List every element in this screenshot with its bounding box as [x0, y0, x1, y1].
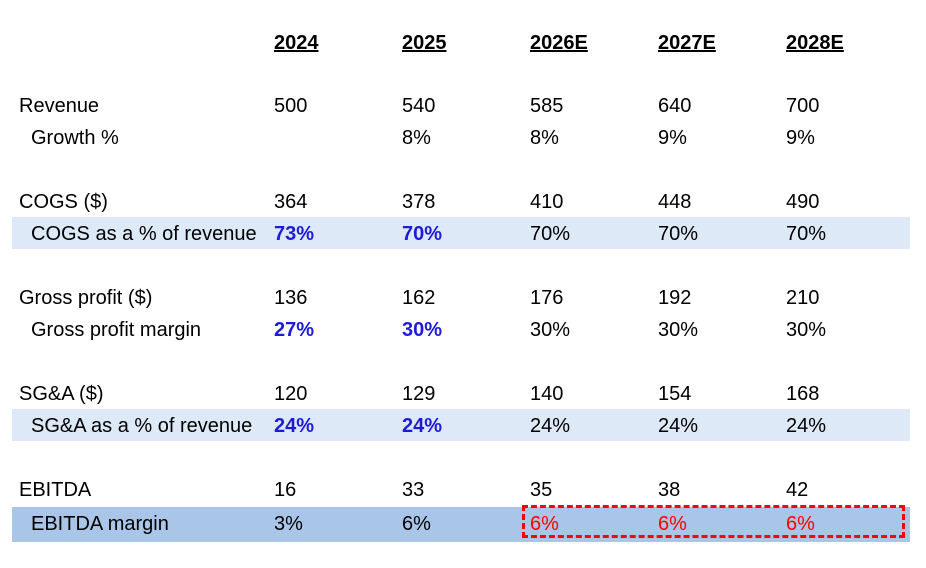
gross-profit-2028e: 210 — [786, 287, 820, 309]
cogs-pct-row-highlight — [12, 217, 910, 249]
cogs-pct-2028e: 70% — [786, 223, 827, 245]
row-label-revenue: Revenue — [19, 95, 100, 117]
growth-2027e: 9% — [658, 127, 687, 149]
ebitda-margin-2025: 6% — [402, 513, 431, 535]
sga-pct-2026e: 24% — [530, 415, 571, 437]
row-label-ebitda-margin: EBITDA margin — [31, 513, 169, 535]
row-label-gross-margin: Gross profit margin — [31, 319, 202, 341]
gross-margin-2025: 30% — [402, 319, 443, 341]
growth-2025: 8% — [402, 127, 431, 149]
row-label-sga-pct: SG&A as a % of revenue — [31, 415, 253, 437]
revenue-2028e: 700 — [786, 95, 820, 117]
sga-pct-2024: 24% — [274, 415, 315, 437]
growth-2028e: 9% — [786, 127, 815, 149]
row-label-ebitda: EBITDA — [19, 479, 92, 501]
projected-margin-flag-box — [522, 505, 905, 538]
header-2026e: 2026E — [530, 32, 588, 54]
gross-profit-2025: 162 — [402, 287, 436, 309]
revenue-2025: 540 — [402, 95, 436, 117]
sga-pct-2027e: 24% — [658, 415, 699, 437]
gross-profit-2027e: 192 — [658, 287, 692, 309]
gross-margin-2028e: 30% — [786, 319, 827, 341]
gross-margin-2026e: 30% — [530, 319, 571, 341]
row-label-sga: SG&A ($) — [19, 383, 104, 405]
sga-2026e: 140 — [530, 383, 564, 405]
row-label-gross-profit: Gross profit ($) — [19, 287, 153, 309]
header-2025: 2025 — [402, 32, 447, 54]
cogs-2025: 378 — [402, 191, 436, 213]
ebitda-margin-2028e: 6% — [786, 513, 815, 535]
cogs-2024: 364 — [274, 191, 308, 213]
ebitda-margin-2024: 3% — [274, 513, 303, 535]
gross-profit-2026e: 176 — [530, 287, 564, 309]
gross-margin-2024: 27% — [274, 319, 315, 341]
header-2028e: 2028E — [786, 32, 844, 54]
cogs-2026e: 410 — [530, 191, 564, 213]
gross-margin-2027e: 30% — [658, 319, 699, 341]
ebitda-2026e: 35 — [530, 479, 553, 501]
cogs-2027e: 448 — [658, 191, 692, 213]
sga-2024: 120 — [274, 383, 308, 405]
sga-pct-2025: 24% — [402, 415, 443, 437]
row-label-cogs-pct: COGS as a % of revenue — [31, 223, 257, 245]
gross-profit-2024: 136 — [274, 287, 308, 309]
ebitda-2028e: 42 — [786, 479, 809, 501]
row-label-growth: Growth % — [31, 127, 119, 149]
revenue-2027e: 640 — [658, 95, 692, 117]
ebitda-2025: 33 — [402, 479, 425, 501]
cogs-pct-2024: 73% — [274, 223, 315, 245]
ebitda-2027e: 38 — [658, 479, 681, 501]
sga-pct-row-highlight — [12, 409, 910, 441]
sga-2028e: 168 — [786, 383, 820, 405]
cogs-pct-2026e: 70% — [530, 223, 571, 245]
revenue-2024: 500 — [274, 95, 308, 117]
revenue-2026e: 585 — [530, 95, 564, 117]
header-2027e: 2027E — [658, 32, 716, 54]
ebitda-margin-2027e: 6% — [658, 513, 687, 535]
cogs-pct-2025: 70% — [402, 223, 443, 245]
ebitda-2024: 16 — [274, 479, 297, 501]
sga-2027e: 154 — [658, 383, 692, 405]
cogs-2028e: 490 — [786, 191, 820, 213]
sga-2025: 129 — [402, 383, 436, 405]
row-label-cogs: COGS ($) — [19, 191, 108, 213]
growth-2026e: 8% — [530, 127, 559, 149]
sga-pct-2028e: 24% — [786, 415, 827, 437]
ebitda-margin-2026e: 6% — [530, 513, 559, 535]
cogs-pct-2027e: 70% — [658, 223, 699, 245]
header-2024: 2024 — [274, 32, 319, 54]
